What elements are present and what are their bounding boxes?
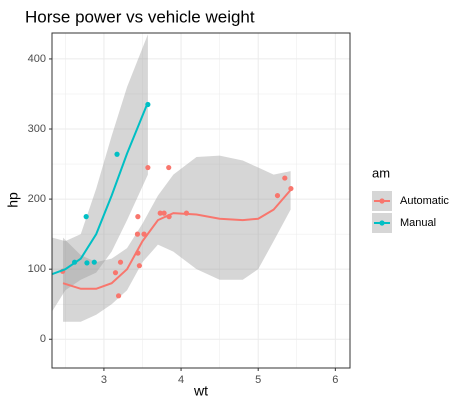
y-tick-label: 400	[28, 53, 46, 65]
legend-point	[379, 220, 385, 226]
point	[141, 231, 147, 237]
axes: 0 100 200 300 400 3 4 5 6 Automatic Manual	[28, 53, 450, 386]
point	[166, 164, 172, 171]
point	[91, 259, 97, 265]
panel	[52, 33, 350, 368]
point	[282, 175, 288, 181]
point	[115, 293, 122, 299]
point	[114, 151, 120, 157]
y-axis-label: hp	[5, 192, 21, 208]
point	[83, 214, 89, 220]
x-tick-label: 6	[332, 374, 338, 386]
legend-point	[379, 198, 385, 204]
x-tick-label: 4	[178, 374, 184, 386]
x-axis-label: wt	[193, 383, 208, 399]
chart-title: Horse power vs vehicle weight	[25, 7, 255, 26]
confidence-ribbon	[63, 155, 291, 322]
legend-label: Automatic	[400, 195, 449, 207]
smooth-line	[62, 189, 292, 290]
grid	[52, 33, 350, 368]
point	[84, 260, 90, 266]
point	[112, 270, 119, 276]
legend-title: am	[372, 165, 390, 180]
plot-area	[52, 34, 294, 322]
smooth-line	[52, 102, 149, 276]
point	[117, 259, 124, 265]
legend-label: Manual	[400, 217, 436, 229]
point	[274, 192, 281, 199]
point	[134, 231, 141, 237]
point	[157, 210, 163, 216]
panel-border	[51, 32, 351, 369]
y-tick-label: 0	[40, 333, 46, 345]
y-tick-label: 300	[28, 123, 46, 135]
point	[136, 263, 143, 269]
x-tick-label: 3	[101, 374, 107, 386]
point	[145, 164, 151, 171]
point	[135, 214, 141, 220]
point	[161, 210, 167, 216]
y-tick-label: 200	[28, 193, 46, 205]
x-tick-label: 5	[255, 374, 261, 386]
confidence-ribbon	[52, 34, 148, 312]
y-tick-label: 100	[28, 263, 46, 275]
